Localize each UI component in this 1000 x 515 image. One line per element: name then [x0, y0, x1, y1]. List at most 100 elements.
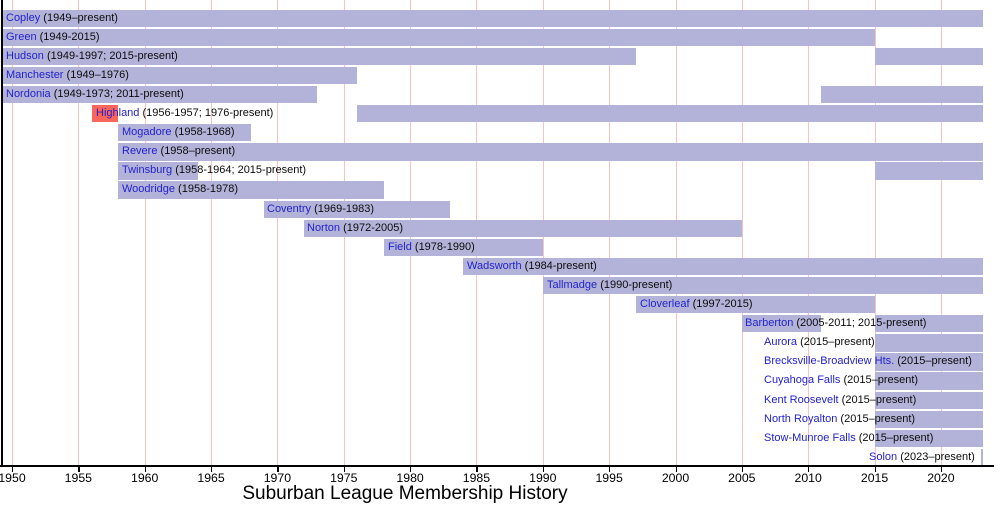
team-label: Twinsburg (1958-1964; 2015-present): [122, 162, 306, 179]
team-years: (2015–present): [838, 393, 917, 406]
team-years: (2023–present): [897, 450, 975, 463]
axis-tick: [144, 466, 146, 472]
team-link[interactable]: Manchester: [6, 68, 64, 81]
team-link[interactable]: Cuyahoga Falls: [764, 374, 841, 387]
membership-bar: [383, 238, 543, 257]
membership-bar: [821, 85, 983, 104]
team-link[interactable]: Solon: [869, 450, 898, 463]
axis-tick-label: 1985: [462, 471, 491, 485]
axis-tick-label: 2010: [794, 471, 822, 485]
team-years: (2015–present): [797, 336, 875, 349]
membership-bar-highlight: [91, 105, 119, 123]
membership-bar: [118, 181, 384, 199]
gridline: [144, 0, 146, 465]
team-link[interactable]: Coventry: [267, 202, 312, 215]
membership-bar: [2, 66, 358, 85]
team-label: Solon (2023–present): [869, 449, 975, 466]
team-years: (1958-1964; 2015-present): [172, 164, 307, 177]
team-label: Kent Roosevelt (2015–present): [764, 392, 916, 409]
team-label: Cuyahoga Falls (2015–present): [764, 372, 918, 389]
axis-tick: [940, 466, 943, 472]
team-label: Norton (1972-2005): [307, 220, 403, 237]
team-years: (2015–present): [837, 412, 916, 425]
axis-tick-label: 2000: [661, 471, 690, 485]
team-link[interactable]: Hudson: [6, 49, 44, 62]
gridline: [874, 0, 876, 465]
team-link[interactable]: Woodridge: [122, 183, 175, 196]
axis-tick: [675, 466, 677, 472]
team-label: North Royalton (2015–present): [764, 411, 915, 428]
team-link[interactable]: Nordonia: [6, 87, 51, 100]
team-link[interactable]: Twinsburg: [122, 164, 173, 177]
team-label: Green (1949-2015): [6, 29, 100, 46]
team-years: (1956-1957; 1976-present): [139, 107, 274, 119]
membership-bar: [463, 257, 983, 276]
team-link[interactable]: Green: [6, 30, 37, 43]
axis-tick: [808, 466, 810, 472]
team-label: Mogadore (1958-1968): [122, 124, 235, 141]
team-link[interactable]: Aurora: [764, 336, 798, 349]
team-link[interactable]: Kent Roosevelt: [764, 393, 839, 406]
membership-bar: [980, 448, 983, 467]
team-link[interactable]: Revere: [122, 145, 158, 158]
team-years: (1958–present): [157, 145, 236, 158]
team-link[interactable]: North Royalton: [764, 412, 838, 425]
membership-bar: [2, 85, 318, 104]
membership-bar: [118, 124, 251, 142]
axis-tick-label: 1995: [595, 471, 623, 485]
team-link[interactable]: Field: [388, 240, 412, 253]
axis-tick-label: 1980: [396, 471, 424, 485]
axis-tick: [609, 466, 611, 472]
membership-bar: [874, 162, 983, 180]
axis-tick: [12, 466, 14, 472]
gridline: [277, 0, 279, 465]
membership-bar: [542, 276, 983, 295]
axis-tick: [874, 466, 876, 472]
membership-bar: [874, 410, 983, 428]
y-axis-line: [1, 0, 3, 466]
gridline: [741, 0, 743, 465]
gridline: [940, 0, 942, 465]
team-link[interactable]: Barberton: [745, 317, 794, 330]
team-link[interactable]: Wadsworth: [467, 259, 522, 272]
axis-tick-label: 1990: [529, 471, 557, 485]
x-axis-line: [0, 465, 994, 467]
team-link[interactable]: Cloverleaf: [640, 298, 690, 310]
team-link[interactable]: Brecksville-Broadview Hts.: [764, 355, 895, 368]
axis-tick: [277, 466, 279, 472]
team-years: (1990-present): [597, 278, 673, 291]
axis-tick-label: 1965: [197, 471, 225, 485]
axis-tick-label: 2015: [860, 471, 889, 485]
team-label: Manchester (1949–1976): [6, 67, 129, 84]
axis-tick-label: 1950: [0, 471, 26, 485]
team-years: (1949-2015): [36, 30, 100, 43]
team-link[interactable]: Highland: [96, 107, 140, 119]
membership-bar: [357, 105, 983, 123]
team-years: (2015–present): [855, 431, 934, 444]
team-link[interactable]: Copley: [6, 11, 41, 24]
axis-tick-label: 1955: [64, 471, 93, 485]
membership-bar: [635, 296, 875, 314]
team-label: Copley (1949–present): [6, 10, 118, 27]
team-years: (2015–present): [894, 355, 972, 368]
gridline: [808, 0, 810, 465]
axis-tick: [78, 466, 80, 472]
membership-bar: [2, 9, 983, 27]
team-label: Coventry (1969-1983): [267, 201, 374, 218]
axis-tick: [542, 466, 545, 472]
axis-tick-label: 1970: [263, 471, 292, 485]
membership-bar: [741, 315, 822, 333]
team-label: Stow-Munroe Falls (2015–present): [764, 430, 933, 447]
team-years: (1958-1968): [171, 126, 235, 139]
team-link[interactable]: Norton: [307, 221, 341, 234]
axis-tick: [410, 466, 412, 472]
membership-bar: [874, 391, 983, 409]
team-link[interactable]: Stow-Munroe Falls: [764, 431, 856, 444]
team-years: (2005-2011; 2015-present): [793, 317, 927, 330]
team-link[interactable]: Mogadore: [122, 126, 172, 139]
team-label: Cloverleaf (1997-2015): [640, 296, 753, 313]
team-link[interactable]: Tallmadge: [547, 278, 598, 291]
team-years: (2015–present): [840, 374, 919, 387]
gridline: [12, 0, 13, 465]
